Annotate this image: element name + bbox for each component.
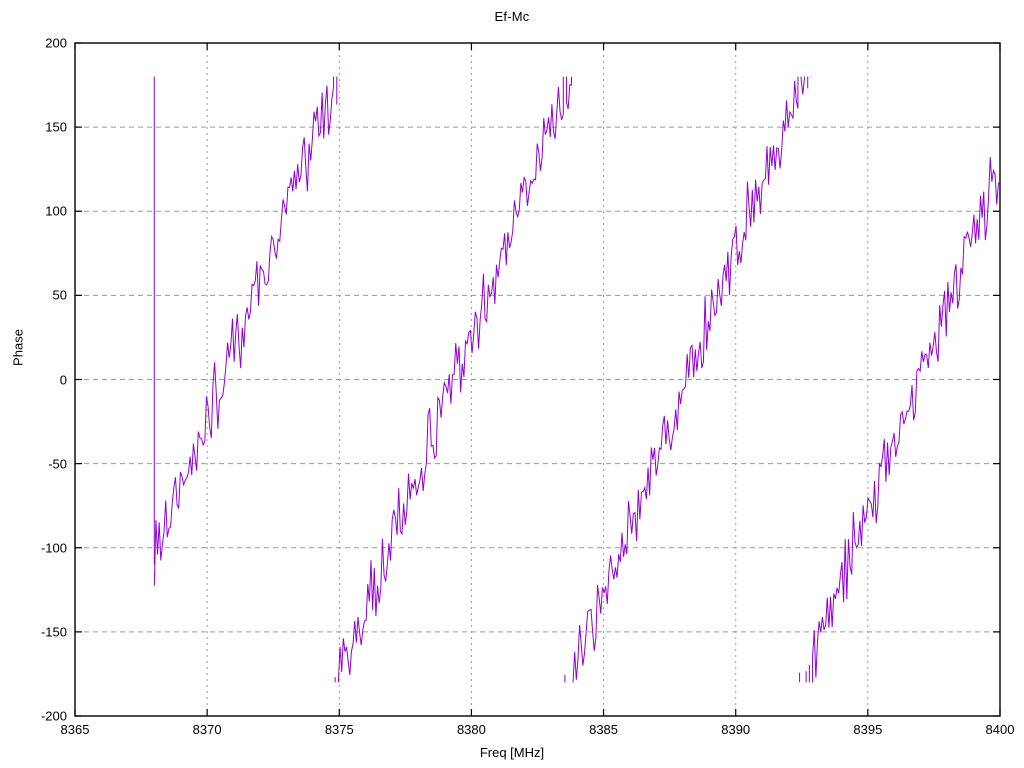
plot-border xyxy=(74,42,1001,717)
y-tick-label: 100 xyxy=(45,203,67,219)
y-tick-label: 0 xyxy=(59,372,67,387)
data-series-line xyxy=(566,76,572,110)
grid-lines xyxy=(75,43,1000,716)
y-tick-label: -200 xyxy=(40,708,67,724)
data-series-line xyxy=(153,76,335,586)
y-tick-label: -50 xyxy=(48,456,67,472)
data-series-line xyxy=(800,76,805,95)
y-tick-label: 150 xyxy=(45,119,67,135)
data-series-line xyxy=(572,76,799,683)
y-tick-label: -100 xyxy=(40,540,67,556)
x-tick-label: 8370 xyxy=(192,722,222,737)
x-tick-label: 8365 xyxy=(60,722,90,737)
x-tick-label: 8400 xyxy=(985,722,1015,737)
chart-title: Ef-Mc xyxy=(494,9,530,24)
plot-frame xyxy=(74,42,1001,717)
x-tick-label: 8385 xyxy=(589,722,619,737)
data-series-layer xyxy=(153,76,1000,683)
x-tick-label: 8380 xyxy=(456,722,486,737)
x-tick-label: 8390 xyxy=(721,722,751,737)
x-tick-label: 8395 xyxy=(853,722,883,737)
data-series-line xyxy=(812,157,1000,683)
y-tick-label: -150 xyxy=(40,624,67,640)
y-tick-label: 50 xyxy=(52,287,67,303)
x-axis-label: Freq [MHz] xyxy=(479,745,545,760)
y-tick-label: 200 xyxy=(45,35,67,51)
x-tick-label: 8375 xyxy=(324,722,354,737)
data-series-line xyxy=(337,76,564,683)
